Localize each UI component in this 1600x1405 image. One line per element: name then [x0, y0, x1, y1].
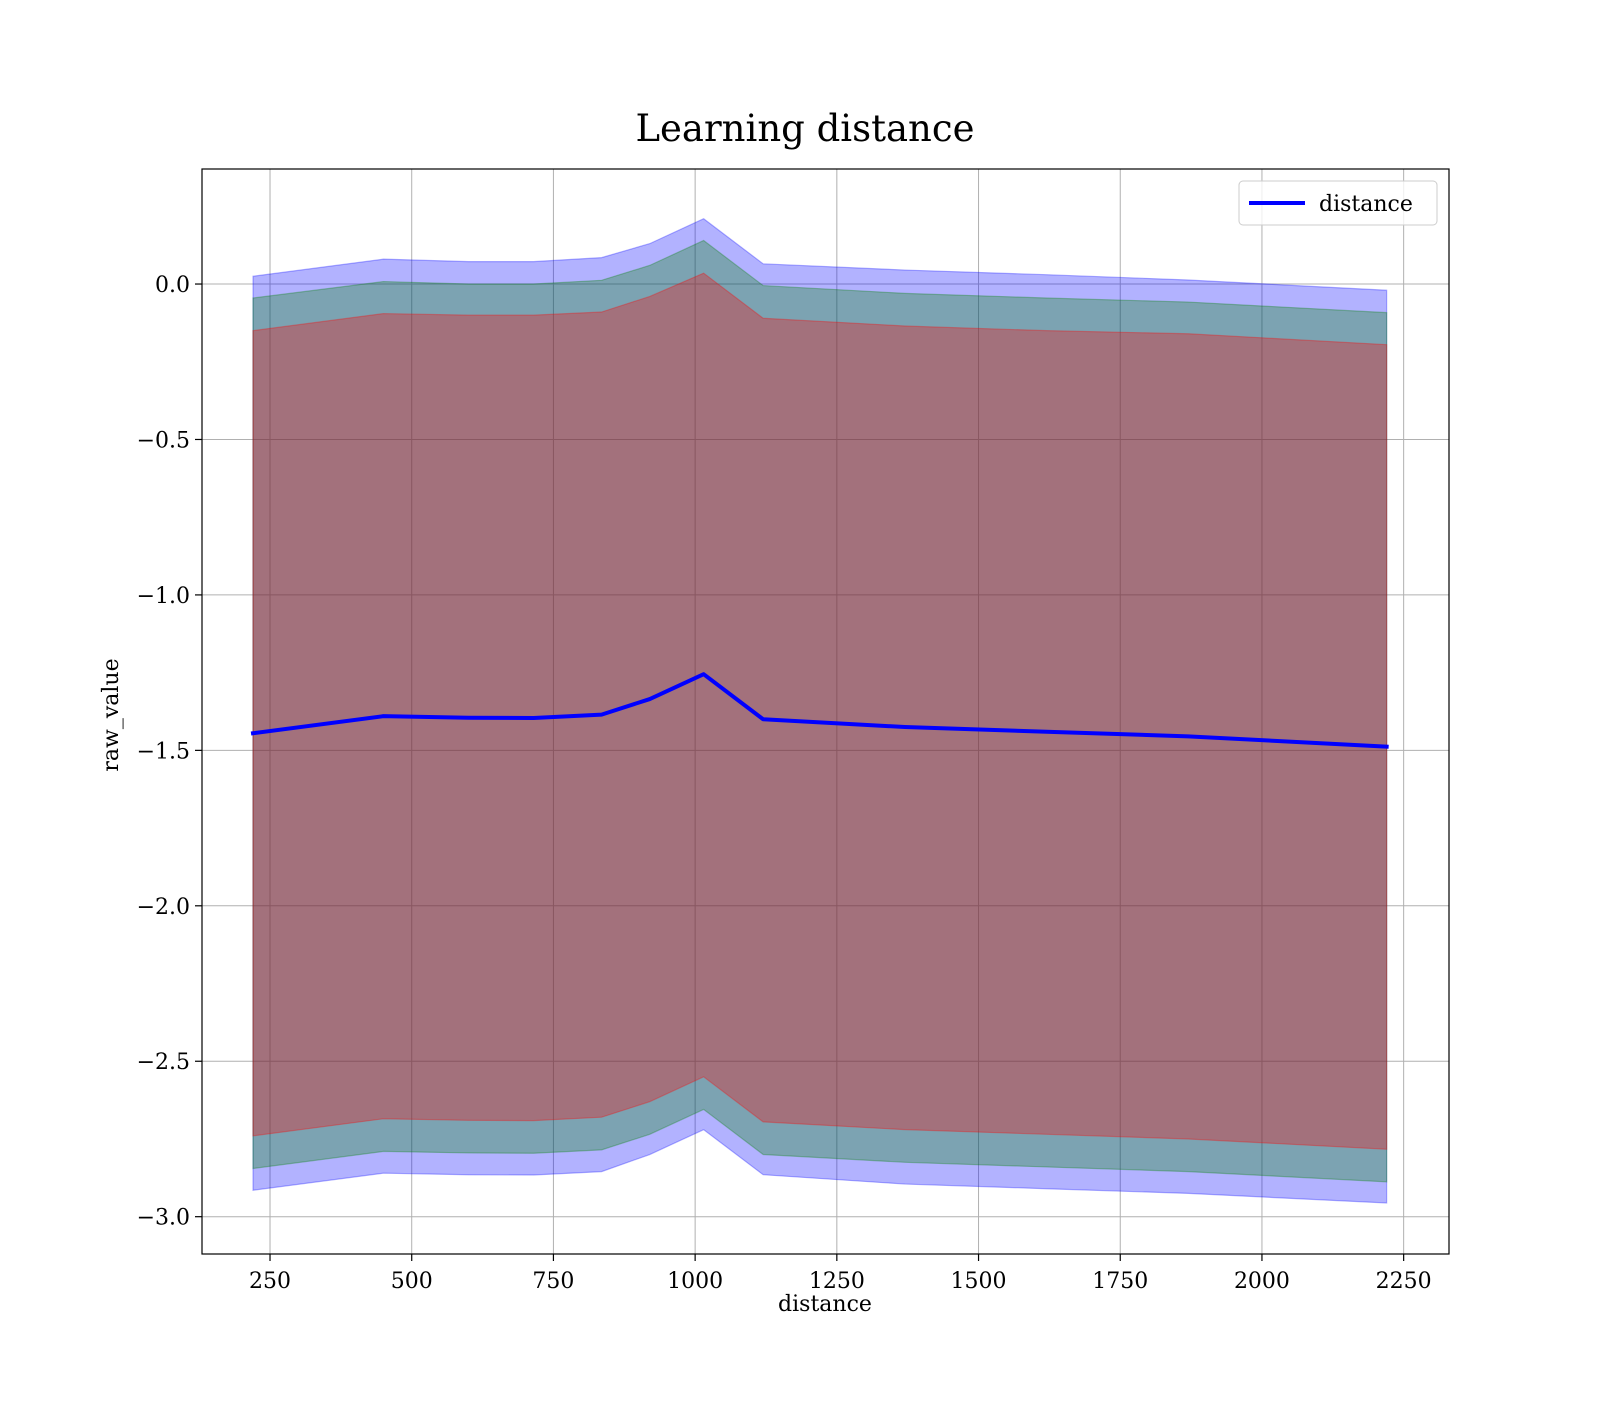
x-tick-label-8: 2250	[1376, 1269, 1432, 1294]
x-tick-label-6: 1750	[1092, 1269, 1148, 1294]
x-tick-label-2: 750	[532, 1269, 574, 1294]
x-tick-label-1: 500	[391, 1269, 433, 1294]
x-tick-label-4: 1250	[809, 1269, 865, 1294]
x-axis-label: distance	[778, 1292, 872, 1317]
legend-box	[1238, 180, 1438, 226]
y-tick-label-1: −0.5	[137, 428, 190, 453]
y-axis-label: raw_value	[99, 658, 124, 771]
x-tick-label-0: 250	[249, 1269, 291, 1294]
x-tick-label-7: 2000	[1234, 1269, 1290, 1294]
x-tick-label-3: 1000	[667, 1269, 723, 1294]
chart-title: Learning distance	[635, 107, 974, 150]
y-tick-label-6: −3.0	[137, 1206, 190, 1231]
confidence-band-1	[252, 239, 1388, 1183]
y-tick-label-3: −1.5	[137, 739, 190, 764]
y-tick-label-5: −2.5	[137, 1050, 190, 1075]
legend-label-distance: distance	[1319, 192, 1413, 217]
series-line-distance	[250, 672, 1389, 749]
y-tick-label-0: 0.0	[155, 273, 190, 298]
y-tick-label-4: −2.0	[137, 895, 190, 920]
confidence-band-2	[252, 272, 1388, 1150]
plot-area: 250 500 750 1000 1250 1500 1750 2000 2250 0.0 −0.5…	[137, 168, 1450, 1294]
y-tick-label-2: −1.0	[137, 584, 190, 609]
x-tick-label-5: 1500	[951, 1269, 1007, 1294]
axes-frame	[201, 168, 1450, 1255]
confidence-band-0	[252, 218, 1388, 1204]
